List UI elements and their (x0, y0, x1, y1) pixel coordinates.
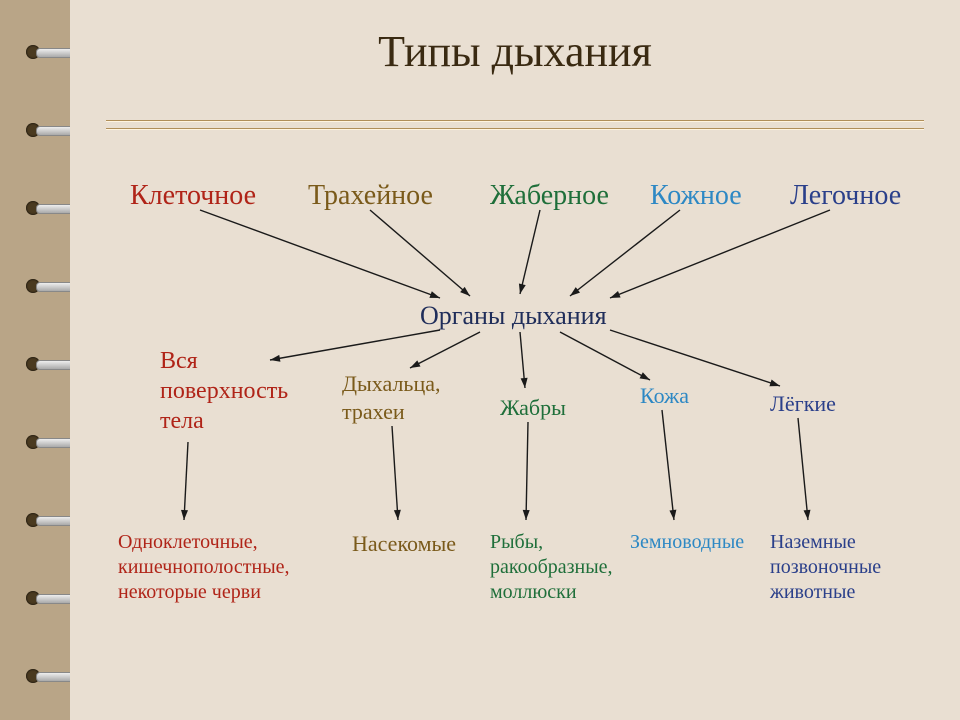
node-e5: Наземныепозвоночныеживотные (770, 530, 881, 605)
node-e3: Рыбы,ракообразные,моллюски (490, 530, 613, 605)
divider-line (106, 128, 924, 130)
divider-line (106, 120, 924, 122)
node-t1: Клеточное (130, 178, 256, 213)
node-o4: Кожа (640, 382, 689, 410)
node-o3: Жабры (500, 394, 566, 422)
content-area: Типы дыхания Клеточное Трахейное Жаберное К… (70, 0, 960, 720)
node-o5: Лёгкие (770, 390, 836, 418)
node-t4: Кожное (650, 178, 742, 213)
node-e2: Насекомые (352, 530, 456, 558)
node-e4: Земноводные (630, 530, 744, 555)
node-center: Органы дыхания (420, 300, 607, 333)
node-o1: Всяповерхностьтела (160, 346, 288, 436)
slide-title: Типы дыхания (70, 26, 960, 77)
node-t3: Жаберное (490, 178, 609, 213)
node-o2: Дыхальца,трахеи (342, 370, 441, 425)
slide: Типы дыхания Клеточное Трахейное Жаберное К… (0, 0, 960, 720)
node-t5: Легочное (790, 178, 901, 213)
node-e1: Одноклеточные,кишечнополостные,некоторые… (118, 530, 290, 605)
node-t2: Трахейное (308, 178, 433, 213)
